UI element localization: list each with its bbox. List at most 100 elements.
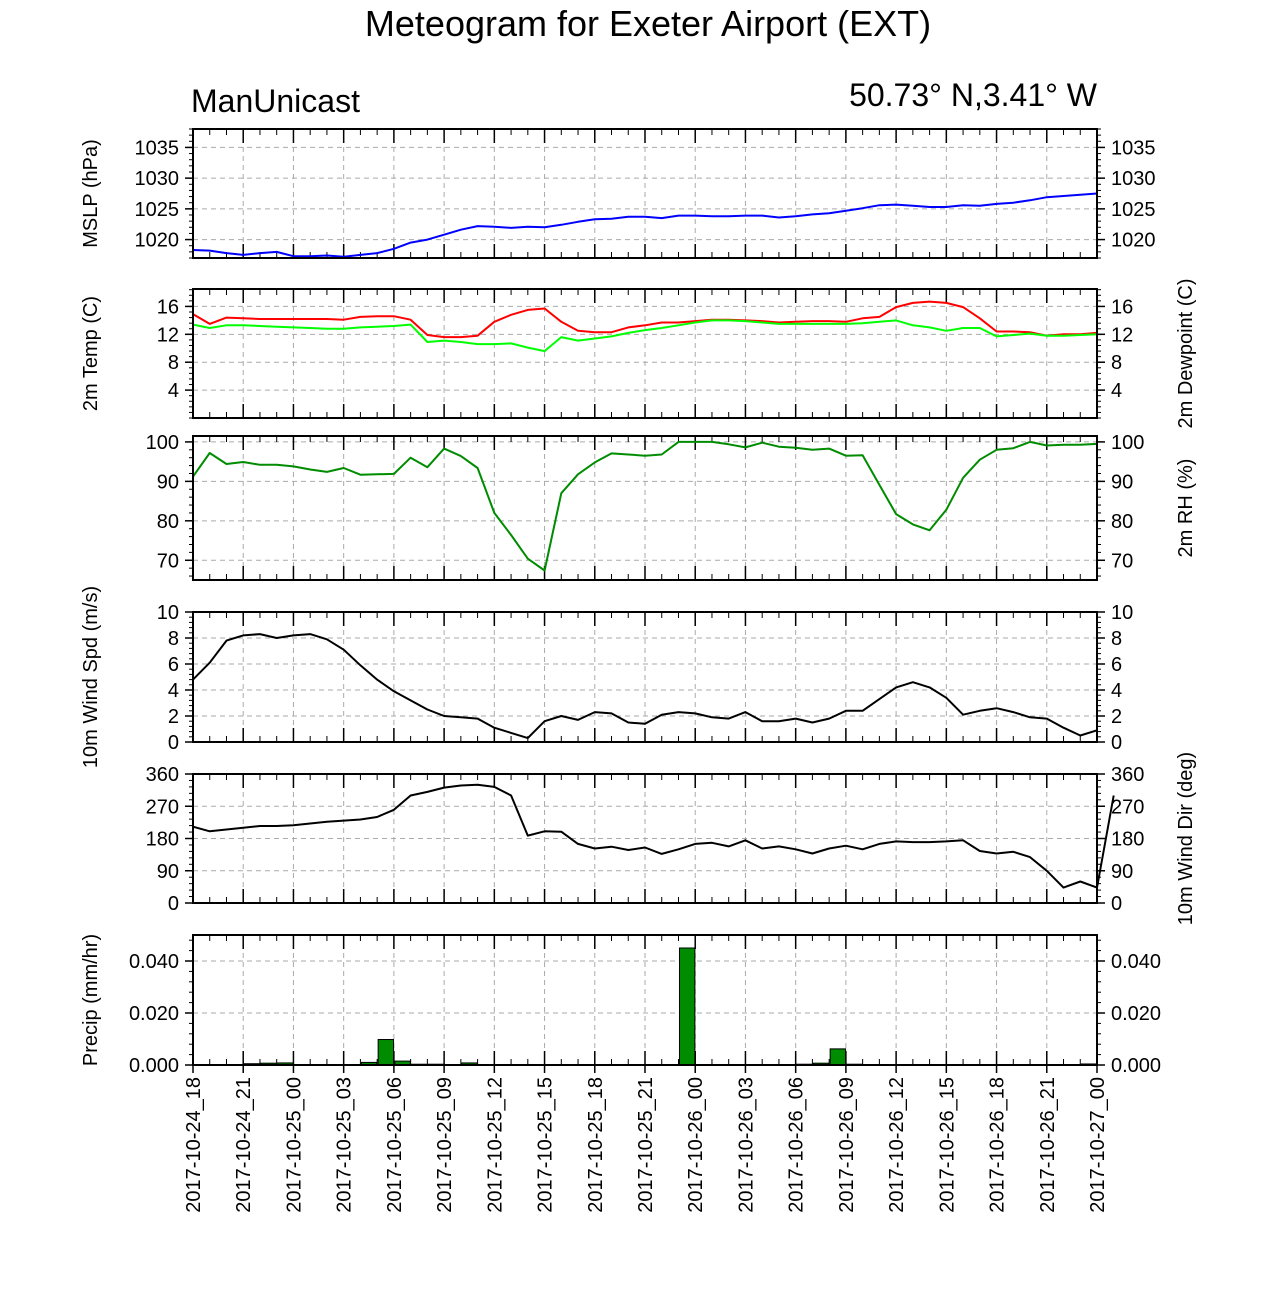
time-tick-label: 2017-10-25_21 [635,1077,657,1213]
y-tick-label-right: 1025 [1111,199,1156,221]
y-tick-label-right: 8 [1111,628,1122,650]
y-tick-label-left: 360 [146,764,179,786]
time-tick-label: 2017-10-25_12 [484,1077,506,1213]
y-tick-label-right: 16 [1111,296,1133,318]
y-tick-label-left: 4 [168,680,179,702]
y-tick-label-right: 0 [1111,893,1122,915]
time-tick-label: 2017-10-25_06 [384,1077,406,1213]
y-tick-label-right: 1035 [1111,137,1156,159]
y-tick-label-right: 6 [1111,654,1122,676]
time-tick-label: 2017-10-26_09 [836,1077,858,1213]
time-tick-label: 2017-10-26_00 [685,1077,707,1213]
y-tick-label-left: 0.020 [129,1003,179,1025]
y-tick-label-right: 0.020 [1111,1003,1161,1025]
panel-frame [192,435,1098,581]
y-tick-label-right: 4 [1111,680,1122,702]
panel-frame [192,128,1098,259]
y-tick-label-left: 12 [157,324,179,346]
time-tick-label: 2017-10-25_15 [535,1077,557,1213]
y-axis-label-right: 10m Wind Dir (deg) [1175,752,1197,925]
series-line-dewpoint [192,319,1098,353]
y-tick-label-left: 0.000 [129,1055,179,1077]
y-tick-label-left: 180 [146,829,179,851]
y-tick-label-left: 6 [168,654,179,676]
time-tick-label: 2017-10-26_21 [1037,1077,1059,1213]
y-tick-label-right: 10 [1111,602,1133,624]
y-tick-label-left: 16 [157,296,179,318]
y-tick-label-left: 8 [168,628,179,650]
y-axis-label-right: 2m Dewpoint (C) [1175,278,1197,428]
y-tick-label-right: 0.000 [1111,1055,1161,1077]
time-tick-label: 2017-10-26_06 [786,1077,808,1213]
y-tick-label-right: 12 [1111,324,1133,346]
series-line-rh [192,440,1098,572]
y-tick-label-right: 2 [1111,706,1122,728]
y-tick-label-right: 80 [1111,511,1133,533]
y-tick-label-right: 1030 [1111,168,1156,190]
panel-frame [192,288,1098,419]
chart-title: Meteogram for Exeter Airport (EXT) [365,3,931,44]
y-tick-label-left: 4 [168,380,179,402]
time-axis: 2017-10-24_18 2017-10-24_21 2017-10-25_00 2… [183,1065,1109,1213]
y-axis-label-right: 2m RH (%) [1175,459,1197,558]
time-tick-label: 2017-10-26_15 [936,1077,958,1213]
y-tick-label-right: 90 [1111,471,1133,493]
time-tick-label: 2017-10-27_00 [1087,1077,1109,1213]
y-axis-label-left: 10m Wind Spd (m/s) [80,586,102,768]
y-tick-label-right: 8 [1111,352,1122,374]
time-tick-label: 2017-10-25_09 [434,1077,456,1213]
time-tick-label: 2017-10-25_18 [585,1077,607,1213]
precip-bar [678,947,696,1066]
y-tick-label-right: 1020 [1111,230,1156,252]
series-line-mslp [192,192,1098,258]
precip-bar [377,1039,395,1066]
y-tick-label-right: 0.040 [1111,951,1161,973]
panel-4: 0 0 2 2 4 4 6 6 8 8 10 10 10m Wind Spd (m/s) [80,586,1133,768]
y-tick-label-left: 0.040 [129,951,179,973]
time-tick-label: 2017-10-24_21 [233,1077,255,1213]
series-line-wind [192,783,1115,889]
panel-3: 70 70 80 80 90 90 100 100 2m RH (%) [146,432,1197,581]
y-tick-label-right: 0 [1111,732,1122,754]
time-tick-label: 2017-10-26_18 [987,1077,1009,1213]
y-tick-label-left: 270 [146,796,179,818]
y-tick-label-left: 70 [157,550,179,572]
time-tick-label: 2017-10-26_03 [735,1077,757,1213]
time-tick-label: 2017-10-25_03 [334,1077,356,1213]
y-tick-label-right: 90 [1111,861,1133,883]
y-tick-label-left: 10 [157,602,179,624]
y-tick-label-left: 0 [168,893,179,915]
y-tick-label-left: 90 [157,471,179,493]
y-tick-label-left: 1020 [135,230,180,252]
time-tick-label: 2017-10-24_18 [183,1077,205,1213]
y-tick-label-left: 1030 [135,168,180,190]
time-tick-label: 2017-10-25_00 [283,1077,305,1213]
y-tick-label-left: 80 [157,511,179,533]
y-tick-label-left: 100 [146,432,179,454]
y-axis-label-left: 2m Temp (C) [80,296,102,411]
station-coordinates: 50.73° N,3.41° W [849,77,1098,113]
y-tick-label-left: 1025 [135,199,180,221]
y-axis-label-left: Precip (mm/hr) [80,934,102,1066]
y-tick-label-right: 4 [1111,380,1122,402]
model-name: ManUnicast [191,83,360,119]
panel-2: 4 4 8 8 12 12 16 16 2m Temp (C) 2m Dewpoint (C) [80,278,1197,428]
panel-1: 1020 1020 1025 1025 1030 1030 1035 1035 MSLP (hP… [80,128,1156,259]
series-line-wind [192,633,1098,740]
y-tick-label-right: 360 [1111,764,1144,786]
y-axis-label-left: MSLP (hPa) [80,139,102,248]
precip-bar [829,1048,847,1066]
y-tick-label-right: 270 [1111,796,1144,818]
y-tick-label-left: 2 [168,706,179,728]
y-tick-label-right: 180 [1111,829,1144,851]
time-tick-label: 2017-10-26_12 [886,1077,908,1213]
y-tick-label-right: 100 [1111,432,1144,454]
panel-6: 0.000 0.000 0.020 0.020 0.040 0.040 Precip (mm… [80,934,1161,1077]
panel-5: 0 0 90 90 180 180 270 270 360 360 10m Wind Dir (de… [146,752,1197,925]
y-tick-label-left: 0 [168,732,179,754]
y-tick-label-left: 1035 [135,137,180,159]
series-line-temp [192,300,1098,339]
y-tick-label-right: 70 [1111,550,1133,572]
